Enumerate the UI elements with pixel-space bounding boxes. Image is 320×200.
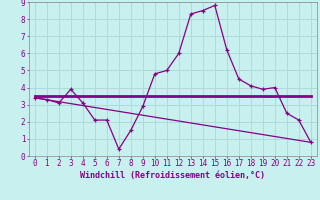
X-axis label: Windchill (Refroidissement éolien,°C): Windchill (Refroidissement éolien,°C) — [80, 171, 265, 180]
